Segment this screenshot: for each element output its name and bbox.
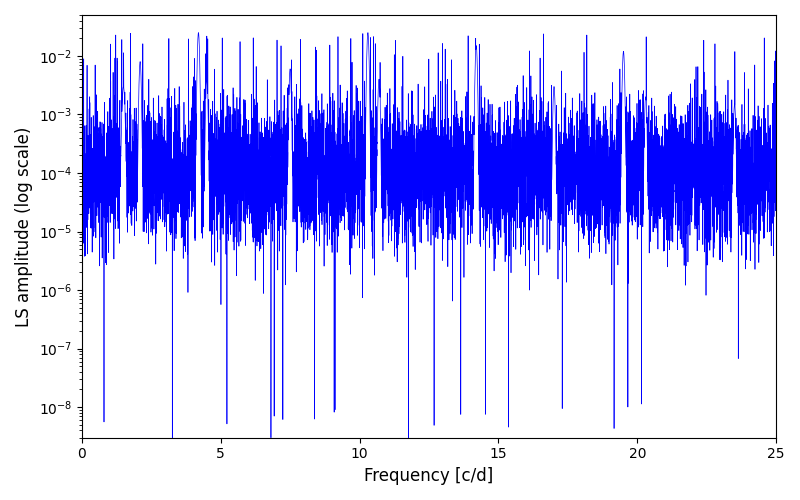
- Y-axis label: LS amplitude (log scale): LS amplitude (log scale): [15, 126, 33, 326]
- X-axis label: Frequency [c/d]: Frequency [c/d]: [364, 467, 494, 485]
